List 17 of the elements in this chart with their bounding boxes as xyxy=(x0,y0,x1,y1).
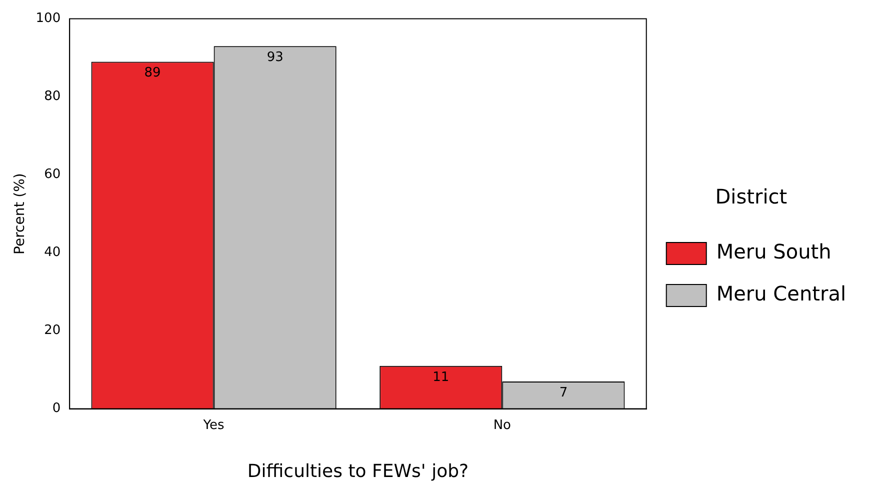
x-tick-label: Yes xyxy=(202,418,225,433)
y-axis-title: Percent (%) xyxy=(12,173,28,254)
data-label: 11 xyxy=(432,370,450,385)
y-tick-label: 100 xyxy=(36,11,61,26)
data-label: 89 xyxy=(144,66,161,81)
y-tick-label: 0 xyxy=(52,401,61,416)
legend-label: Meru Central xyxy=(716,282,846,306)
data-label: 7 xyxy=(559,385,568,400)
x-tick-label: No xyxy=(493,418,512,433)
data-label: 93 xyxy=(266,50,284,65)
y-tick-label: 20 xyxy=(44,323,61,338)
y-tick-label: 60 xyxy=(44,167,61,182)
legend-label: Meru South xyxy=(716,240,832,264)
y-tick-label: 80 xyxy=(44,89,61,104)
y-tick-label: 40 xyxy=(44,245,61,260)
x-axis-title: Difficulties to FEWs' job? xyxy=(247,460,469,482)
legend-title: District xyxy=(715,184,788,209)
